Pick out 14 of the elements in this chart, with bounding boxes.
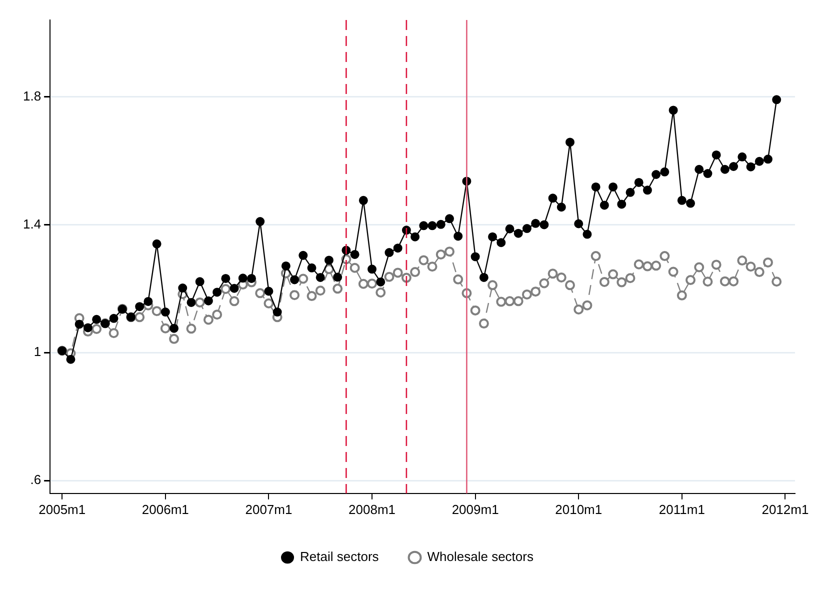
y-tick-label: .6 xyxy=(30,472,42,488)
x-tick-label: 2011m1 xyxy=(658,502,705,517)
legend-label: Wholesale sectors xyxy=(427,549,534,564)
legend-label: Retail sectors xyxy=(300,549,380,564)
y-tick-label: 1 xyxy=(34,344,42,360)
x-tick-label: 2008m1 xyxy=(348,502,396,517)
x-tick-label: 2010m1 xyxy=(555,502,602,517)
y-tick-label: 1.8 xyxy=(22,88,42,104)
x-tick-label: 2005m1 xyxy=(38,502,86,517)
x-tick-label: 2012m1 xyxy=(762,502,809,517)
x-tick-label: 2006m1 xyxy=(142,502,189,517)
x-tick-label: 2007m1 xyxy=(245,502,292,517)
y-tick-label: 1.4 xyxy=(22,216,42,232)
x-tick-label: 2009m1 xyxy=(452,502,499,517)
